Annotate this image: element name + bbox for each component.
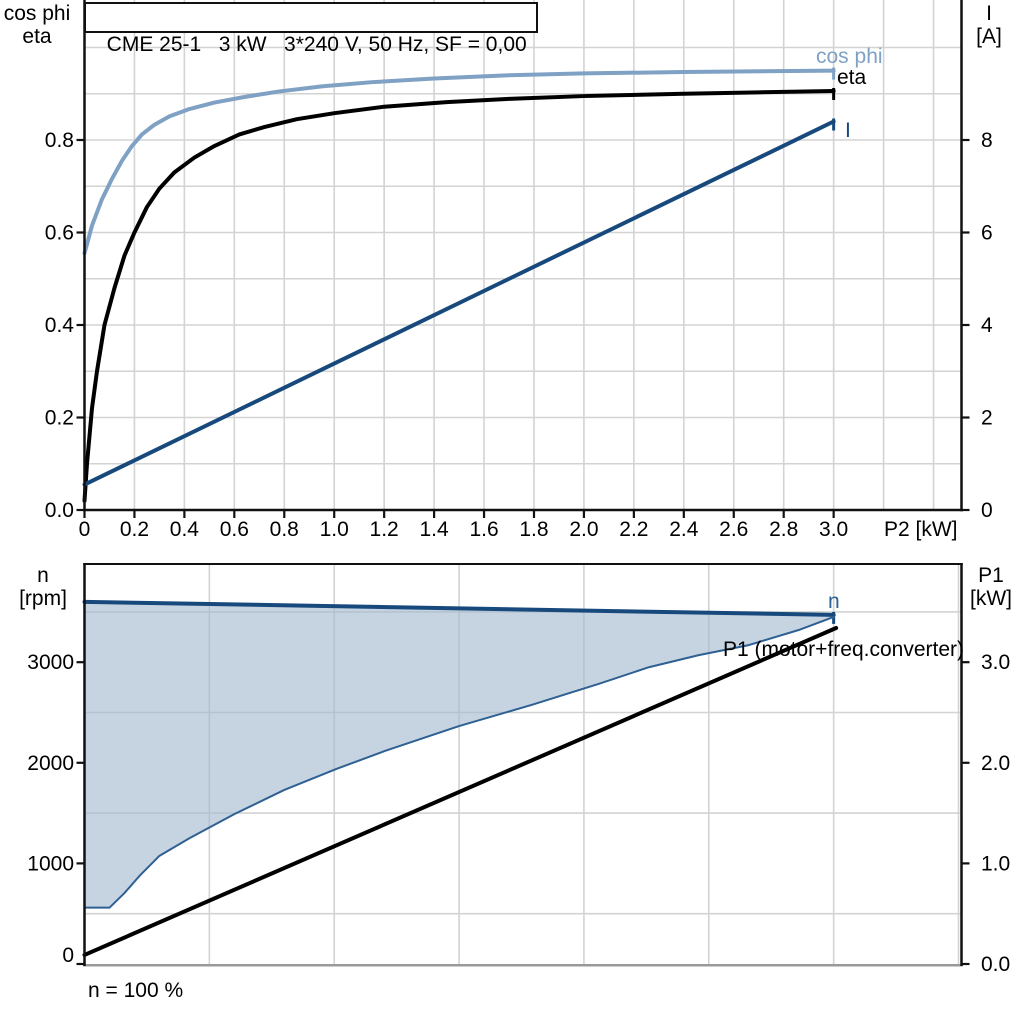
y-tick-label-left: 0.4	[45, 314, 75, 337]
series-eta	[82, 88, 836, 503]
bottom-left-axis-title: n [rpm]	[12, 564, 74, 610]
y-tick-label-left: 0.2	[45, 406, 74, 429]
cos-phi-curve-label: cos phi	[816, 45, 883, 68]
y-tick-label-right: 0	[981, 499, 993, 522]
current-axis-unit: [A]	[976, 25, 1002, 48]
x-tick-label: 2.2	[619, 518, 648, 541]
x-tick-label: 0.4	[170, 518, 200, 541]
x-axis-title: P2 [kW]	[884, 518, 958, 541]
y-tick-label-right: 2	[981, 406, 993, 429]
series-i	[82, 119, 836, 487]
series-n	[82, 599, 836, 617]
y-tick-label-left: 0.6	[45, 221, 74, 244]
x-tick-label: 0	[79, 518, 91, 541]
y-tick-label-right: 6	[981, 221, 993, 244]
x-tick-label: 0.8	[270, 518, 299, 541]
speed-percent-note: n = 100 %	[88, 979, 184, 1002]
x-tick-label: 2.0	[569, 518, 598, 541]
chart-title: CME 25-1 3 kW 3*240 V, 50 Hz, SF = 0,00	[106, 33, 527, 56]
x-tick-label: 1.0	[320, 518, 349, 541]
y-tick-label-right: 2.0	[981, 752, 1010, 775]
speed-curve-label: n	[828, 590, 840, 613]
y-tick-label-right: 1.0	[981, 852, 1010, 875]
operating-envelope-fill	[84, 601, 834, 908]
x-tick-label: 1.6	[469, 518, 498, 541]
chart-title-box: CME 25-1 3 kW 3*240 V, 50 Hz, SF = 0,00	[84, 2, 538, 56]
x-tick-label: 0.6	[220, 518, 249, 541]
x-tick-label: 2.4	[669, 518, 699, 541]
x-tick-label: 2.8	[769, 518, 798, 541]
p1-axis-unit: [kW]	[970, 587, 1012, 610]
y-tick-label-left: 1000	[27, 852, 74, 875]
y-tick-label-right: 8	[981, 129, 993, 152]
p1-curve-label: P1 (motor+freq.converter)	[722, 638, 964, 661]
x-tick-label: 0.2	[120, 518, 149, 541]
y-tick-label-left: 0.8	[45, 129, 74, 152]
x-tick-label: 1.8	[519, 518, 548, 541]
series-p1-line-black-unlabeled-	[82, 625, 839, 957]
p1-axis-label: P1	[978, 564, 1004, 587]
eta-axis-label: eta	[22, 25, 52, 48]
speed-axis-unit: [rpm]	[19, 587, 67, 610]
y-tick-label-right: 4	[981, 314, 993, 337]
bottom-right-axis-title: P1 [kW]	[959, 564, 1023, 610]
x-tick-label: 1.2	[370, 518, 399, 541]
series-p1-motor-freq-converter-	[83, 615, 835, 909]
series-cos-phi	[82, 68, 836, 256]
x-tick-label: 2.6	[719, 518, 748, 541]
y-tick-label-left: 2000	[27, 752, 74, 775]
top-left-axis-title: cos phi eta	[2, 2, 72, 48]
y-tick-label-left: 3000	[27, 651, 74, 674]
top-right-axis-title: I [A]	[960, 2, 1018, 48]
current-curve-label: I	[845, 119, 851, 142]
eta-curve-label: eta	[837, 66, 867, 89]
current-axis-label: I	[986, 2, 992, 25]
x-tick-label: 1.4	[419, 518, 449, 541]
x-tick-label: 3.0	[819, 518, 848, 541]
y-tick-label-left: 0.0	[45, 499, 74, 522]
y-tick-label-right: 3.0	[981, 651, 1010, 674]
y-tick-label-left: 0	[62, 944, 74, 967]
cos-phi-axis-label: cos phi	[3, 2, 71, 25]
speed-axis-label: n	[37, 564, 49, 587]
y-tick-label-right: 0.0	[981, 953, 1010, 976]
